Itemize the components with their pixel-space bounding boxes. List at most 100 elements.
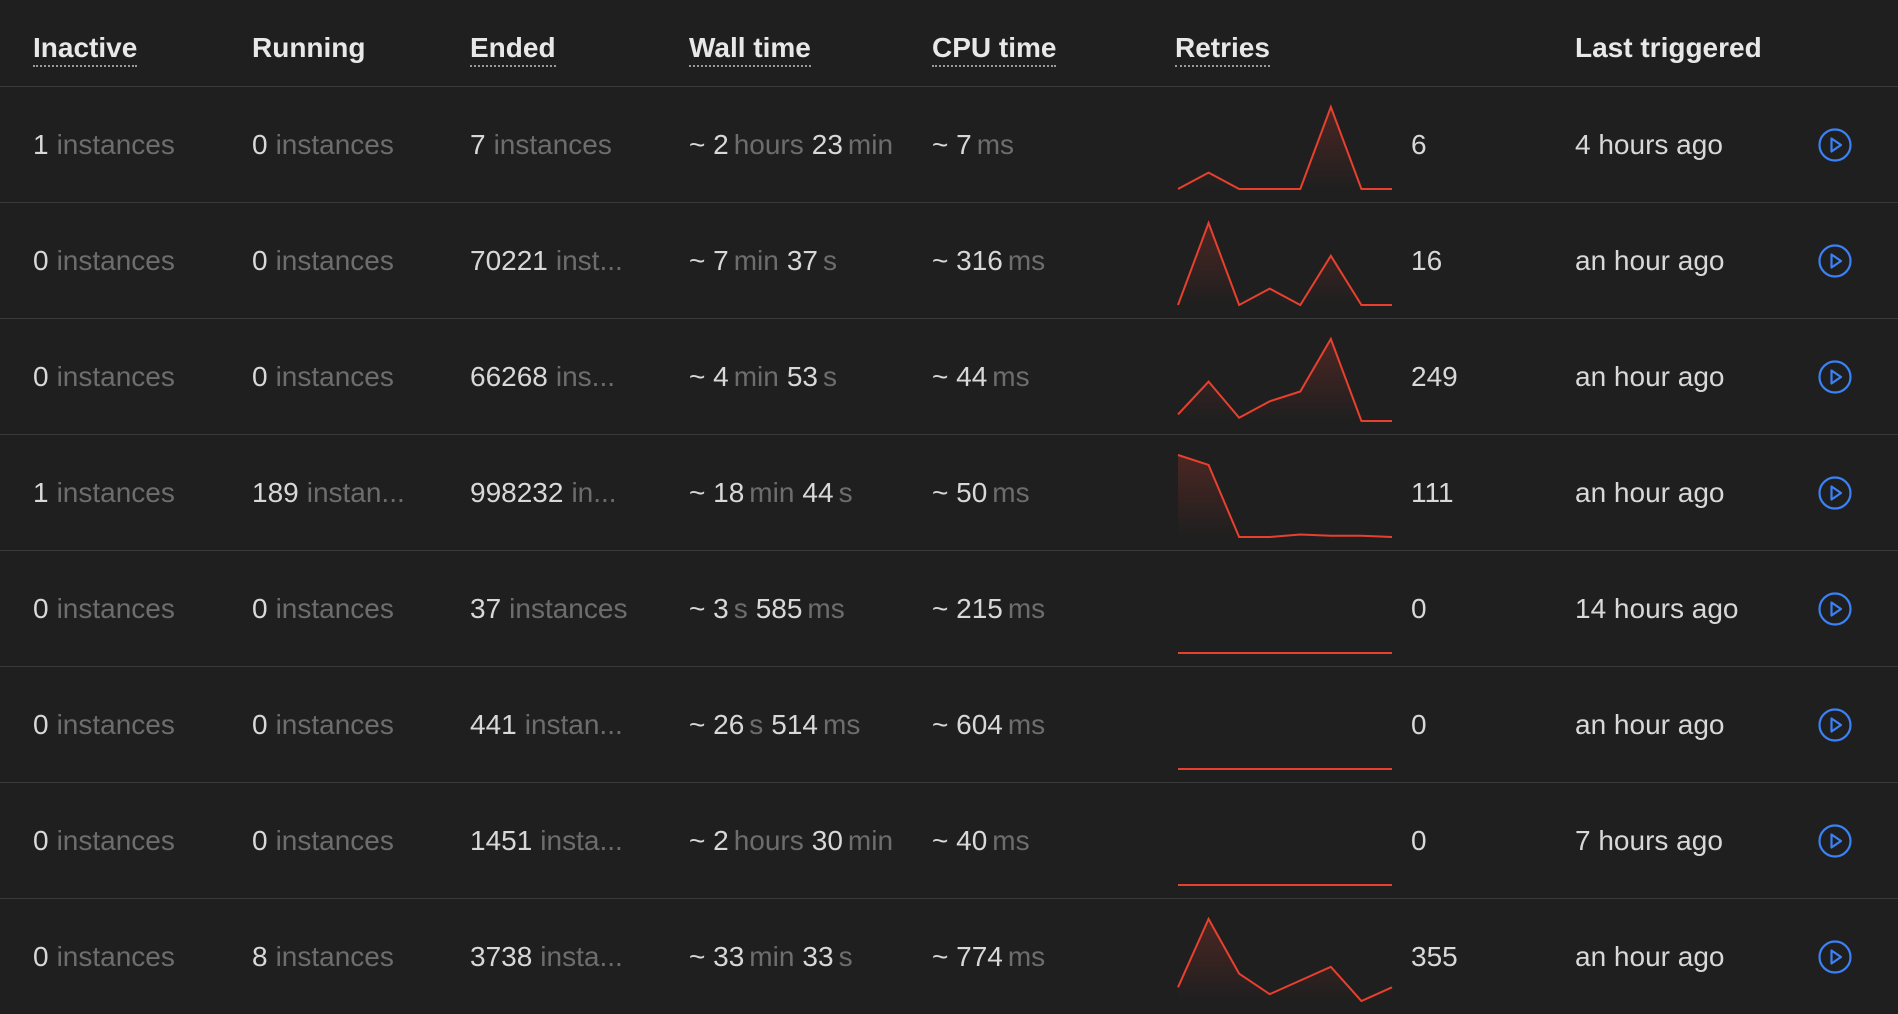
retries-sparkline xyxy=(1178,884,1392,886)
play-icon-triangle xyxy=(1830,253,1843,269)
col-header-wall-time[interactable]: Wall time xyxy=(689,32,811,67)
col-header-ended[interactable]: Ended xyxy=(470,32,556,67)
retries-count: 0 xyxy=(1411,592,1427,624)
table-row[interactable]: 1 instances 0 instances 7 instances ~ 2 hours 23… xyxy=(0,87,1898,203)
retries-cell: 0 xyxy=(1411,667,1531,782)
retries-count: 16 xyxy=(1411,244,1443,276)
wall-time-minor: 30 xyxy=(811,824,843,856)
play-run-icon[interactable] xyxy=(1817,939,1853,975)
retries-sparkline xyxy=(1178,652,1392,654)
play-icon-ring xyxy=(1818,128,1852,162)
wall-time-minor: 33 xyxy=(802,940,834,972)
wall-time-minor-unit: s xyxy=(838,940,853,972)
col-header-running[interactable]: Running xyxy=(252,32,366,63)
wall-time-major: ~ 4 xyxy=(689,360,729,392)
col-header-inactive[interactable]: Inactive xyxy=(33,32,138,67)
retries-sparkline xyxy=(1177,104,1392,190)
table-row[interactable]: 0 instances 0 instances 441 instan... ~ 26 s 514… xyxy=(0,667,1898,783)
cpu-time-value: ~ 44 xyxy=(932,360,988,392)
play-icon-triangle xyxy=(1830,601,1843,617)
running-unit: instances xyxy=(275,824,394,856)
table-row[interactable]: 1 instances 189 instan... 998232 in... ~ 18 min… xyxy=(0,435,1898,551)
inactive-unit: instances xyxy=(56,244,175,276)
wall-time-major-unit: s xyxy=(749,708,764,740)
last-triggered-cell: an hour ago xyxy=(1575,203,1795,318)
col-header-retries[interactable]: Retries xyxy=(1175,32,1270,67)
wall-time-cell: ~ 18 min 44 s xyxy=(689,435,919,550)
sparkline-area xyxy=(1178,223,1392,305)
wall-time-major-unit: min xyxy=(749,476,795,508)
wall-time-major-unit: s xyxy=(733,592,748,624)
cpu-time-value: ~ 215 xyxy=(932,592,1003,624)
running-cell: 0 instances xyxy=(252,87,412,202)
wall-time-major: ~ 2 xyxy=(689,824,729,856)
cpu-time-cell: ~ 44 ms xyxy=(932,319,1132,434)
table-row[interactable]: 0 instances 0 instances 37 instances ~ 3 s 585 ms… xyxy=(0,551,1898,667)
wall-time-minor: 44 xyxy=(802,476,834,508)
play-run-icon[interactable] xyxy=(1817,823,1853,859)
sparkline-line xyxy=(1177,916,1393,1003)
cpu-time-cell: ~ 774 ms xyxy=(932,899,1132,1014)
wall-time-major: ~ 26 xyxy=(689,708,745,740)
last-triggered-cell: 4 hours ago xyxy=(1575,87,1795,202)
running-unit: instances xyxy=(275,708,394,740)
inactive-count: 0 xyxy=(33,824,49,856)
cpu-time-cell: ~ 40 ms xyxy=(932,783,1132,898)
play-run-icon[interactable] xyxy=(1817,243,1853,279)
play-run-icon[interactable] xyxy=(1817,475,1853,511)
wall-time-cell: ~ 26 s 514 ms xyxy=(689,667,919,782)
play-icon-ring xyxy=(1818,244,1852,278)
running-cell: 0 instances xyxy=(252,319,412,434)
table-row[interactable]: 0 instances 0 instances 1451 insta... ~ 2 hours… xyxy=(0,783,1898,899)
sparkline-area xyxy=(1178,919,1392,1001)
inactive-count: 1 xyxy=(33,476,49,508)
ended-cell: 66268 ins... xyxy=(470,319,645,434)
running-unit: instances xyxy=(275,940,394,972)
wall-time-minor-unit: ms xyxy=(823,708,861,740)
sparkline-area xyxy=(1178,107,1392,189)
running-unit: instances xyxy=(275,128,394,160)
cpu-time-unit: ms xyxy=(992,476,1030,508)
sparkline-line xyxy=(1177,336,1392,422)
running-unit: instances xyxy=(275,244,394,276)
running-unit: instan... xyxy=(306,476,405,508)
play-run-icon[interactable] xyxy=(1817,127,1853,163)
running-unit: instances xyxy=(275,360,394,392)
running-count: 0 xyxy=(252,360,268,392)
inactive-unit: instances xyxy=(56,128,175,160)
col-header-cpu-time[interactable]: CPU time xyxy=(932,32,1057,67)
inactive-count: 0 xyxy=(33,940,49,972)
cpu-time-value: ~ 7 xyxy=(932,128,972,160)
inactive-unit: instances xyxy=(56,476,175,508)
inactive-count: 0 xyxy=(33,360,49,392)
wall-time-major: ~ 2 xyxy=(689,128,729,160)
table-row[interactable]: 0 instances 0 instances 66268 ins... ~ 4 min 53 s… xyxy=(0,319,1898,435)
ended-count: 70221 xyxy=(470,244,548,276)
col-header-last-triggered[interactable]: Last triggered xyxy=(1575,32,1762,63)
table-row[interactable]: 0 instances 8 instances 3738 insta... ~ 33 min 3… xyxy=(0,899,1898,1014)
ended-cell: 3738 insta... xyxy=(470,899,645,1014)
table-row[interactable]: 0 instances 0 instances 70221 inst... ~ 7 min 37… xyxy=(0,203,1898,319)
sparkline-area xyxy=(1178,339,1392,421)
play-run-icon[interactable] xyxy=(1817,591,1853,627)
inactive-cell: 0 instances xyxy=(33,783,233,898)
play-run-icon[interactable] xyxy=(1817,707,1853,743)
wall-time-minor-unit: s xyxy=(822,244,837,276)
cpu-time-unit: ms xyxy=(1007,244,1046,276)
play-icon-triangle xyxy=(1830,717,1843,733)
ended-unit: inst... xyxy=(555,244,623,276)
inactive-unit: instances xyxy=(56,708,175,740)
ended-unit: insta... xyxy=(540,940,623,972)
wall-time-cell: ~ 3 s 585 ms xyxy=(689,551,919,666)
running-cell: 0 instances xyxy=(252,551,412,666)
play-icon-triangle xyxy=(1830,949,1843,965)
retries-count: 249 xyxy=(1411,360,1458,392)
play-icon-ring xyxy=(1818,592,1852,626)
retries-cell: 16 xyxy=(1411,203,1531,318)
running-count: 0 xyxy=(252,592,268,624)
play-icon-ring xyxy=(1818,708,1852,742)
ended-cell: 998232 in... xyxy=(470,435,645,550)
play-icon-ring xyxy=(1818,824,1852,858)
play-run-icon[interactable] xyxy=(1817,359,1853,395)
